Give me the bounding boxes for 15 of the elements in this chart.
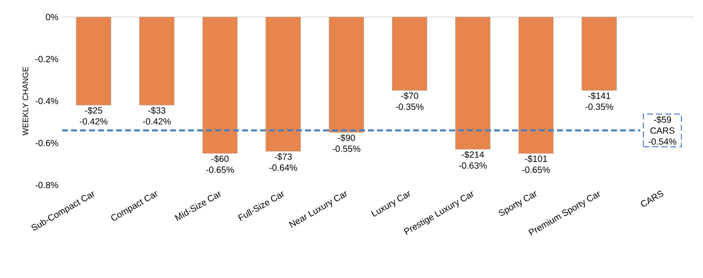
data-label: -$214 -0.63% <box>459 150 487 169</box>
y-tick-label: -0.2% <box>35 56 58 62</box>
y-tick-label: 0% <box>46 14 58 20</box>
data-label: -$141 -0.35% <box>585 92 614 110</box>
data-label: -$73 -0.64% <box>269 153 298 171</box>
data-label: -$101 -0.65% <box>522 155 550 173</box>
y-tick-label: -0.4% <box>35 98 58 104</box>
data-label: -$90 -0.55% <box>332 134 360 152</box>
y-tick-label: -0.8% <box>35 182 58 188</box>
data-label: -$33 -0.42% <box>143 106 171 125</box>
data-label: -$60 -0.65% <box>206 155 234 173</box>
data-label: -$70 -0.35% <box>396 92 424 110</box>
y-tick-label: -0.6% <box>35 140 58 146</box>
ref-line-label: -$59 CARS -0.54% <box>648 116 676 145</box>
data-label: -$25 -0.42% <box>80 106 108 125</box>
